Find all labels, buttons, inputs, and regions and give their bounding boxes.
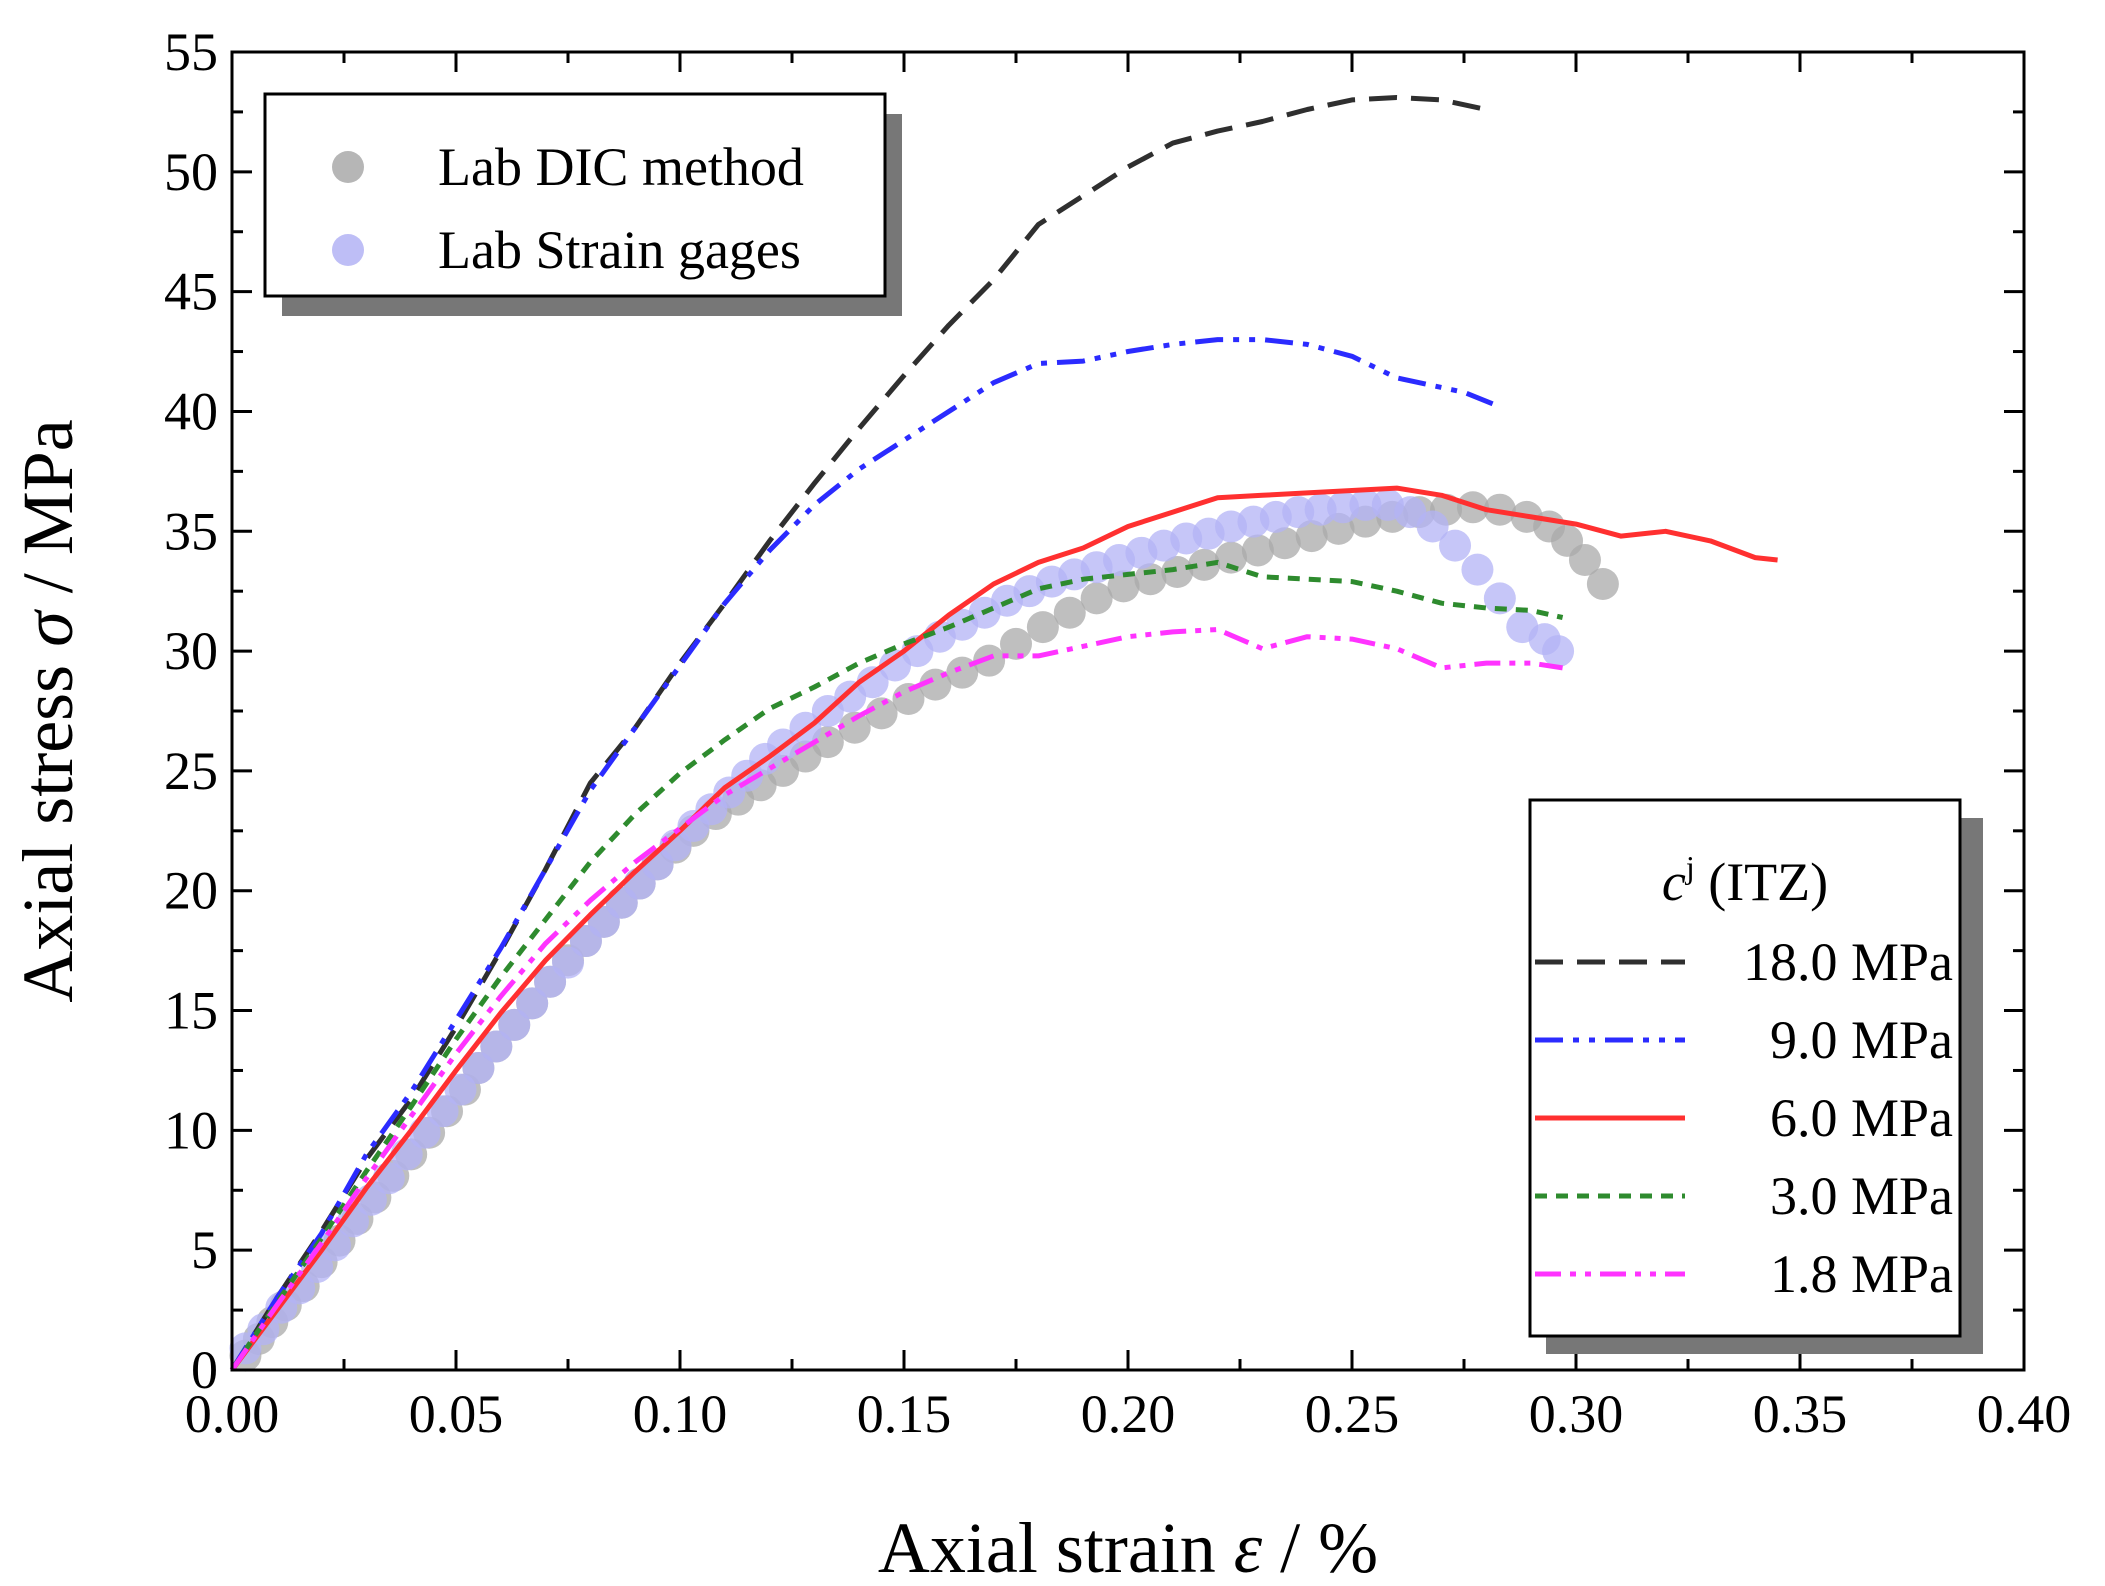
x-axis-title: Axial strain ε / % bbox=[878, 1508, 1378, 1586]
legend-lab-marker bbox=[332, 234, 364, 266]
scatter-point-dic bbox=[892, 683, 925, 716]
y-tick-label: 25 bbox=[164, 741, 218, 801]
x-tick-label: 0.25 bbox=[1305, 1384, 1400, 1444]
scatter-point-gages bbox=[1542, 635, 1575, 668]
x-axis-title-symbol: ε bbox=[1234, 1508, 1263, 1586]
scatter-point-gages bbox=[480, 1030, 513, 1063]
x-tick-label: 0.10 bbox=[633, 1384, 728, 1444]
scatter-point-gages bbox=[444, 1073, 477, 1106]
y-tick-label: 0 bbox=[191, 1340, 218, 1400]
y-tick-label: 45 bbox=[164, 262, 218, 322]
legend-model-label: 6.0 MPa bbox=[1770, 1088, 1953, 1148]
x-tick-label: 0.30 bbox=[1529, 1384, 1624, 1444]
scatter-point-dic bbox=[973, 644, 1006, 677]
legend-model-label: 3.0 MPa bbox=[1770, 1166, 1953, 1226]
scatter-point-dic bbox=[1241, 534, 1274, 567]
y-tick-label: 5 bbox=[191, 1220, 218, 1280]
x-tick-label: 0.20 bbox=[1081, 1384, 1176, 1444]
legend-model-label: 1.8 MPa bbox=[1770, 1244, 1953, 1304]
y-tick-label: 30 bbox=[164, 621, 218, 681]
y-axis-title-symbol: σ bbox=[8, 609, 88, 647]
y-tick-label: 15 bbox=[164, 981, 218, 1041]
y-axis-title-unit: / MPa bbox=[8, 419, 88, 611]
scatter-point-dic bbox=[1107, 570, 1140, 603]
legend-title-symbol: c bbox=[1662, 852, 1686, 912]
x-tick-label: 0.15 bbox=[857, 1384, 952, 1444]
scatter-point-gages bbox=[1349, 488, 1382, 521]
scatter-point-dic bbox=[1000, 627, 1032, 660]
legend-model-label: 9.0 MPa bbox=[1770, 1010, 1953, 1070]
x-tick-label: 0.35 bbox=[1753, 1384, 1848, 1444]
x-tick-labels: 0.00 0.05 0.10 0.15 0.20 0.25 0.30 0.35 0.40 bbox=[185, 1384, 2072, 1444]
legend-lab-marker bbox=[332, 151, 364, 183]
scatter-point-dic bbox=[1134, 563, 1167, 596]
series-line-90 bbox=[229, 337, 1501, 1372]
scatter-point-dic bbox=[1188, 548, 1221, 581]
y-tick-label: 40 bbox=[164, 381, 218, 441]
x-axis-title-main: Axial strain bbox=[878, 1508, 1234, 1586]
y-axis-title: Axial stress σ / MPa bbox=[8, 419, 88, 1003]
scatter-point-dic bbox=[1586, 567, 1619, 600]
y-tick-label: 35 bbox=[164, 501, 218, 561]
x-tick-label: 0.05 bbox=[409, 1384, 504, 1444]
y-tick-label: 55 bbox=[164, 22, 218, 82]
scatter-point-gages bbox=[516, 987, 549, 1020]
series-line-180 bbox=[229, 95, 1487, 1372]
scatter-point-gages bbox=[462, 1052, 495, 1085]
y-axis-title-main: Axial stress bbox=[8, 647, 88, 1003]
series-line-60 bbox=[229, 485, 1778, 1372]
series-line-18 bbox=[229, 627, 1563, 1372]
scatter-point-gages bbox=[336, 1205, 369, 1238]
legend-model-title: cj (ITZ) bbox=[1662, 849, 1828, 912]
legend-model-box bbox=[1528, 798, 1962, 1338]
scatter-point-gages bbox=[498, 1008, 531, 1041]
legend-model-label: 18.0 MPa bbox=[1743, 932, 1953, 992]
legend-title-sup: j bbox=[1685, 849, 1695, 885]
legend-lab-label: Lab DIC method bbox=[438, 137, 804, 197]
scatter-point-gages bbox=[856, 666, 889, 699]
scatter-point-gages bbox=[319, 1229, 352, 1262]
y-tick-labels: 0 5 10 15 20 25 30 35 40 45 50 55 bbox=[164, 22, 218, 1400]
scatter-point-dic bbox=[1053, 596, 1086, 629]
scatter-point-dic bbox=[838, 711, 871, 744]
x-tick-label: 0.40 bbox=[1977, 1384, 2072, 1444]
scatter-point-dic bbox=[1026, 611, 1059, 644]
legend-title-rest: (ITZ) bbox=[1695, 852, 1828, 912]
legend-lab: Lab DIC method Lab Strain gages bbox=[263, 92, 902, 316]
scatter-point-gages bbox=[1483, 582, 1516, 615]
y-tick-label: 50 bbox=[164, 142, 218, 202]
scatter-point-gages bbox=[1461, 553, 1494, 586]
scatter-point-gages bbox=[552, 946, 584, 979]
tick-layer bbox=[230, 50, 2026, 1372]
scatter-point-dic bbox=[1268, 527, 1301, 560]
scatter-point-dic bbox=[1161, 556, 1194, 589]
series-line-30 bbox=[229, 559, 1564, 1372]
legend-lab-box bbox=[263, 92, 887, 298]
scatter-layer bbox=[229, 488, 1619, 1372]
x-axis-title-unit: / % bbox=[1262, 1508, 1378, 1586]
scatter-point-gages bbox=[1416, 510, 1449, 543]
scatter-point-dic bbox=[1080, 582, 1113, 615]
legend-lab-label: Lab Strain gages bbox=[438, 220, 801, 280]
x-tick-label: 0.00 bbox=[185, 1384, 280, 1444]
scatter-point-dic bbox=[865, 697, 898, 730]
scatter-point-dic bbox=[1295, 520, 1328, 553]
y-tick-label: 10 bbox=[164, 1100, 218, 1160]
line-layer bbox=[229, 95, 1778, 1372]
legend-model: cj (ITZ) 18.0 MPa 9.0 MPa 6.0 MPa 3.0 MPa 1.… bbox=[1528, 798, 1983, 1354]
scatter-point-dic bbox=[1568, 544, 1601, 577]
y-tick-label: 20 bbox=[164, 861, 218, 921]
scatter-point-dic bbox=[1215, 541, 1248, 574]
scatter-point-gages bbox=[1439, 529, 1472, 562]
